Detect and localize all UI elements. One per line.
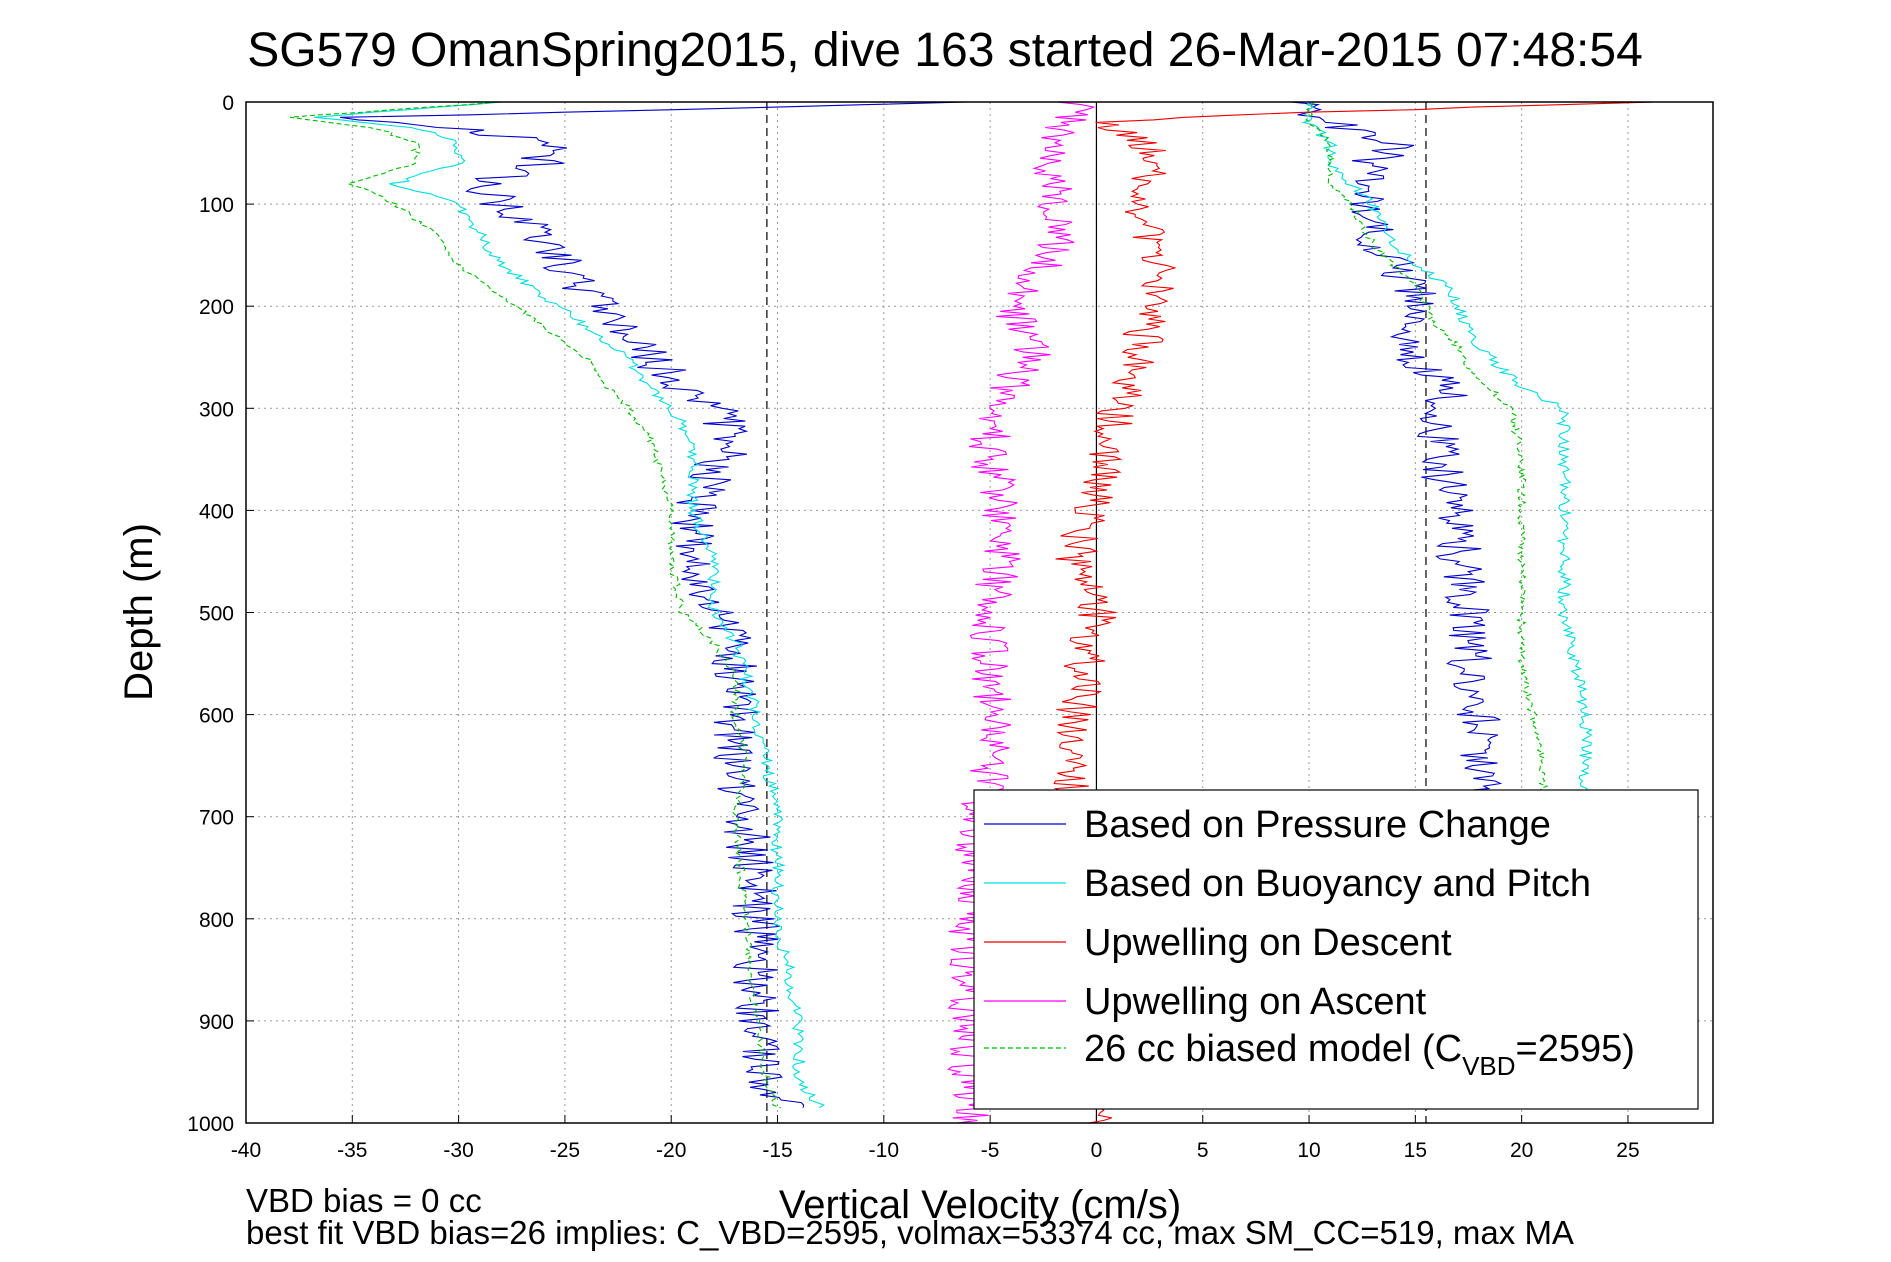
footer-line-2: best fit VBD bias=26 implies: C_VBD=2595…	[246, 1214, 1574, 1251]
y-tick-label: 1000	[187, 1113, 234, 1136]
series-line-2-descent	[314, 101, 826, 1109]
x-tick-label: -40	[231, 1139, 261, 1162]
legend-label: Based on Pressure Change	[1084, 804, 1551, 846]
series-line-5-descent	[289, 101, 781, 1109]
x-tick-label: -5	[981, 1139, 1000, 1162]
x-tick-label: -30	[443, 1139, 473, 1162]
chart-title: SG579 OmanSpring2015, dive 163 started 2…	[247, 24, 1643, 77]
y-tick-label: 600	[199, 705, 234, 728]
x-tick-label: -15	[762, 1139, 792, 1162]
legend-label: Based on Buoyancy and Pitch	[1084, 863, 1591, 905]
y-tick-label: 200	[199, 296, 234, 319]
y-tick-label: 100	[199, 194, 234, 217]
legend-label-suffix: =2595)	[1516, 1028, 1635, 1070]
y-tick-label: 700	[199, 807, 234, 830]
x-tick-label: 10	[1297, 1139, 1320, 1162]
x-tick-label: -20	[656, 1139, 686, 1162]
y-tick-label: 400	[199, 500, 234, 523]
legend-label-main: 26 cc biased model (C	[1084, 1028, 1462, 1070]
y-tick-label: 500	[199, 603, 234, 626]
y-tick-label: 0	[222, 92, 234, 115]
series-line-4	[946, 101, 1096, 1124]
plot-frame	[245, 101, 1714, 1124]
x-tick-label: 0	[1091, 1139, 1103, 1162]
y-tick-label: 300	[199, 398, 234, 421]
y-tick-labels: 0 100 200 300 400 500 600 700 800 900 1000	[187, 92, 234, 1136]
y-tick-label: 800	[199, 909, 234, 932]
x-tick-label: 5	[1197, 1139, 1209, 1162]
legend: Based on Pressure Change Based on Buoyanc…	[973, 789, 1699, 1110]
legend-label: 26 cc biased model (CVBD=2595)	[1084, 1028, 1635, 1081]
legend-label-subscript: VBD	[1462, 1051, 1515, 1081]
x-tick-label: 15	[1404, 1139, 1427, 1162]
x-tick-label: 25	[1616, 1139, 1639, 1162]
x-tick-label: -10	[869, 1139, 899, 1162]
legend-box	[973, 789, 1699, 1110]
x-tick-label: 20	[1510, 1139, 1533, 1162]
x-axis-label: Vertical Velocity (cm/s)	[779, 1183, 1181, 1227]
x-tick-label: -35	[337, 1139, 367, 1162]
footer-line-1: VBD bias = 0 cc	[246, 1182, 482, 1219]
x-tick-label: -25	[550, 1139, 580, 1162]
series-line-1-descent	[340, 101, 968, 1108]
y-tick-label: 900	[199, 1011, 234, 1034]
legend-label: Upwelling on Descent	[1084, 922, 1452, 964]
x-tick-labels: -40 -35 -30 -25 -20 -15 -10 -5 0 5 10 15 20 25	[231, 1139, 1640, 1162]
legend-label: Upwelling on Ascent	[1084, 981, 1427, 1023]
y-axis-label: Depth (m)	[117, 523, 161, 701]
